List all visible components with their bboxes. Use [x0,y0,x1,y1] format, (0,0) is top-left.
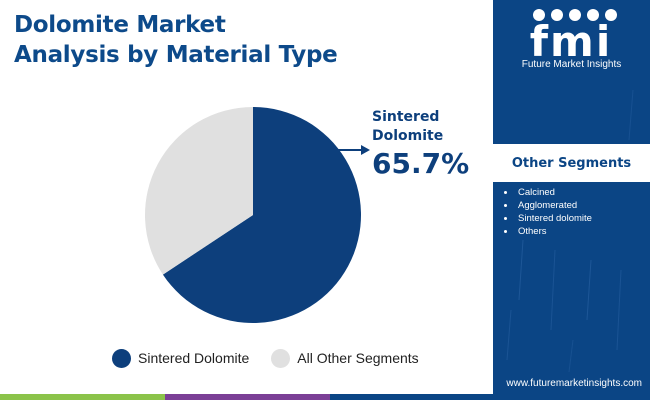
fmi-logo: fmi [530,9,617,66]
other-segments-header: Other Segments [493,144,650,182]
callout-label-line-1: Sintered [372,109,440,125]
sidebar-panel: fmi Future Market Insights Other Segment… [493,0,650,394]
accent-bar-blue [330,394,650,400]
pie-slice-sintered-dolomite [162,107,361,323]
segment-item: Sintered dolomite [504,212,592,225]
panel-background-streaks [506,89,634,373]
logo-icon-1 [533,9,545,21]
logo-icon-5 [605,9,617,21]
title-line-1: Dolomite Market [14,12,226,38]
logo-icon-2 [551,9,563,21]
bottom-accent-bar [0,394,650,400]
slice-callout: Sintered Dolomite 65.7% [372,108,469,181]
legend-label-others: All Other Segments [297,350,419,366]
brand-name: Future Market Insights [521,59,622,70]
legend-item-others: All Other Segments [271,348,419,368]
legend-swatch-sintered [112,348,131,368]
accent-bar-green [0,394,165,400]
callout-arrow-head [361,145,370,155]
title-line-2: Analysis by Material Type [14,42,338,68]
legend-swatch-others [271,348,291,368]
logo-icon-4 [587,9,599,21]
legend-label-sintered: Sintered Dolomite [138,350,250,366]
pie-chart [144,107,370,323]
logo-icon-3 [569,9,581,21]
pie-slice-other-segments [144,107,253,275]
segment-list: Calcined Agglomerated Sintered dolomite … [504,186,592,238]
callout-label-line-2: Dolomite [372,128,444,144]
accent-bar-purple [165,394,330,400]
chart-legend: Sintered Dolomite All Other Segments [112,346,441,370]
website-url: www.futuremarketinsights.com [506,378,642,389]
legend-item-sintered: Sintered Dolomite [112,348,250,368]
logo-wordmark: fmi [530,17,612,66]
other-segments-title: Other Segments [511,155,632,171]
segment-item: Calcined [504,186,592,199]
page-title: Dolomite Market Analysis by Material Typ… [14,10,338,70]
segment-item: Others [504,225,592,238]
callout-value: 65.7% [372,147,470,180]
segment-item: Agglomerated [504,199,592,212]
